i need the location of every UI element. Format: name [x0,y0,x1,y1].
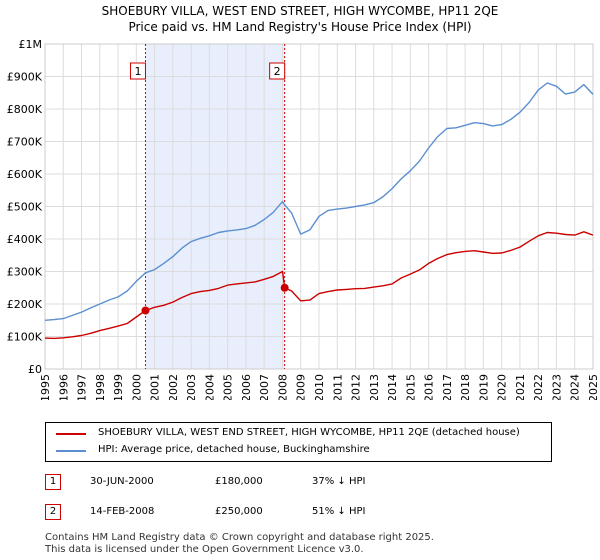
sale-marker-label: 1 [134,65,141,78]
x-tick-label: 2007 [258,374,271,400]
hpi-line [44,82,594,321]
x-tick-label: 1998 [94,374,107,400]
transaction-price: £250,000 [215,506,263,517]
property-price-line [44,231,594,340]
transaction-row: 1 30-JUN-2000 £180,000 37% ↓ HPI [0,474,600,494]
x-tick-label: 2014 [386,374,399,400]
transaction-date: 14-FEB-2008 [90,506,155,517]
legend-item-hpi: HPI: Average price, detached house, Buck… [46,443,551,459]
x-tick-label: 2011 [331,374,344,400]
x-tick-label: 2021 [514,374,527,400]
x-tick-label: 2023 [550,374,563,400]
x-tick-label: 2022 [532,374,545,400]
footer: Contains HM Land Registry data © Crown c… [45,532,434,556]
legend-label-hpi: HPI: Average price, detached house, Buck… [98,444,370,455]
footer-copyright: Contains HM Land Registry data © Crown c… [45,532,434,543]
sale-marker-box [269,62,286,80]
sale-point [280,283,289,292]
x-tick-label: 2001 [149,374,162,400]
x-tick-label: 2004 [203,374,216,400]
sale-marker-box [129,62,146,80]
x-tick-label: 1995 [39,374,52,400]
transaction-hpi-delta: 51% ↓ HPI [312,506,366,517]
x-tick-label: 2006 [240,374,253,400]
legend-swatch-property [56,433,86,435]
x-tick-label: 2005 [222,374,235,400]
legend: SHOEBURY VILLA, WEST END STREET, HIGH WY… [45,422,552,462]
legend-label-property: SHOEBURY VILLA, WEST END STREET, HIGH WY… [98,427,520,438]
y-tick-label: £300K [7,266,43,279]
sale-point [141,306,150,315]
legend-item-property: SHOEBURY VILLA, WEST END STREET, HIGH WY… [46,426,551,442]
price-chart: £0 £100K £200K £300K £400K £500K £600K £700K £80… [7,38,600,400]
x-tick-label: 2018 [459,374,472,400]
y-tick-label: £0 [28,363,42,376]
transaction-number: 1 [45,474,61,490]
y-tick-label: £200K [7,298,43,311]
x-tick-label: 2015 [404,374,417,400]
transaction-row: 2 14-FEB-2008 £250,000 51% ↓ HPI [0,504,600,524]
plot-area-border [44,43,594,370]
x-tick-label: 2013 [368,374,381,400]
y-tick-label: £100K [7,331,43,344]
x-tick-label: 2000 [130,374,143,400]
x-tick-label: 1997 [76,374,89,400]
y-tick-label: £800K [7,103,43,116]
x-tick-label: 2002 [167,374,180,400]
chart-title: SHOEBURY VILLA, WEST END STREET, HIGH WY… [101,4,499,18]
x-tick-label: 2003 [185,374,198,400]
transaction-number: 2 [45,504,61,520]
sale-marker-label: 2 [274,65,281,78]
x-tick-label: 2017 [441,374,454,400]
x-tick-label: 2012 [350,374,363,400]
x-tick-label: 1999 [112,374,125,400]
x-tick-label: 2025 [587,374,600,400]
x-tick-label: 2020 [496,374,509,400]
transaction-price: £180,000 [215,476,263,487]
transaction-hpi-delta: 37% ↓ HPI [312,476,366,487]
y-tick-label: £400K [7,233,43,246]
y-tick-label: £900K [7,71,43,84]
y-tick-label: £600K [7,168,43,181]
x-tick-label: 1996 [57,374,70,400]
x-tick-label: 2024 [569,374,582,400]
x-tick-label: 2019 [477,374,490,400]
x-tick-label: 2009 [295,374,308,400]
legend-swatch-hpi [56,450,86,452]
chart-subtitle: Price paid vs. HM Land Registry's House … [128,20,472,34]
x-tick-label: 2008 [276,374,289,400]
x-tick-label: 2016 [423,374,436,400]
x-tick-label: 2010 [313,374,326,400]
transaction-date: 30-JUN-2000 [90,476,154,487]
y-tick-label: £1M [19,38,43,51]
y-tick-label: £700K [7,136,43,149]
y-tick-label: £500K [7,201,43,214]
footer-licence: This data is licensed under the Open Gov… [45,544,364,555]
